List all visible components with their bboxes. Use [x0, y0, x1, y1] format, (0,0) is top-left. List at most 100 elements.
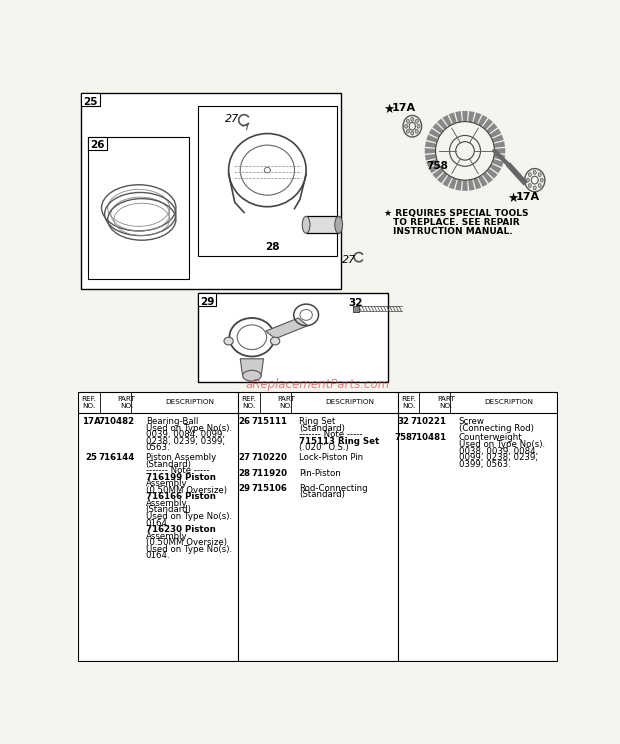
Text: Lock-Piston Pin: Lock-Piston Pin	[299, 453, 363, 462]
Text: (Standard): (Standard)	[299, 490, 345, 499]
Polygon shape	[241, 359, 264, 376]
Text: DESCRIPTION: DESCRIPTION	[166, 399, 215, 405]
Text: 0039, 0084, 0099,: 0039, 0084, 0099,	[146, 430, 224, 440]
Ellipse shape	[270, 337, 280, 345]
Bar	[198, 293, 216, 307]
Bar	[198, 106, 337, 257]
Bar	[81, 93, 341, 289]
Text: 26: 26	[238, 417, 250, 426]
Ellipse shape	[528, 184, 531, 187]
Polygon shape	[494, 148, 505, 154]
Text: 0238, 0239, 0399,: 0238, 0239, 0399,	[146, 437, 224, 446]
Text: 711920: 711920	[252, 469, 288, 478]
Polygon shape	[266, 318, 308, 339]
Text: PART
NO.: PART NO.	[117, 396, 135, 408]
Text: 715113 Ring Set: 715113 Ring Set	[299, 437, 379, 446]
Polygon shape	[468, 111, 475, 123]
Text: 716230 Piston: 716230 Piston	[146, 525, 216, 534]
Polygon shape	[425, 141, 436, 148]
Text: 0164.: 0164.	[146, 551, 170, 560]
Text: 0038, 0039, 0084,: 0038, 0039, 0084,	[459, 446, 538, 455]
Text: ------- Note -----: ------- Note -----	[299, 430, 363, 440]
Text: Assembly: Assembly	[146, 532, 187, 541]
Ellipse shape	[533, 170, 536, 174]
Ellipse shape	[533, 186, 536, 190]
Text: 758: 758	[395, 434, 413, 443]
Polygon shape	[437, 172, 448, 183]
Text: 26: 26	[91, 141, 105, 150]
Text: 716144: 716144	[98, 453, 135, 462]
Text: 715106: 715106	[252, 484, 288, 493]
Polygon shape	[473, 112, 481, 124]
Polygon shape	[494, 141, 505, 148]
Text: 710220: 710220	[252, 453, 288, 462]
Text: (0.50MM Oversize): (0.50MM Oversize)	[146, 486, 227, 495]
Bar	[78, 392, 557, 661]
Ellipse shape	[335, 217, 342, 234]
Text: 17A: 17A	[392, 103, 416, 113]
Text: Screw: Screw	[459, 417, 485, 426]
Text: Piston Assembly: Piston Assembly	[146, 453, 216, 462]
Text: 716166 Piston: 716166 Piston	[146, 493, 216, 501]
Text: 25: 25	[84, 97, 98, 106]
Ellipse shape	[526, 179, 529, 182]
Polygon shape	[443, 175, 452, 187]
Text: 27: 27	[342, 255, 356, 265]
Text: (Standard): (Standard)	[146, 505, 192, 514]
Ellipse shape	[410, 118, 414, 121]
Ellipse shape	[417, 124, 420, 128]
Polygon shape	[462, 111, 468, 122]
Text: 716199 Piston: 716199 Piston	[146, 472, 216, 482]
Polygon shape	[473, 178, 481, 190]
Text: 27: 27	[226, 114, 239, 124]
Text: (Standard): (Standard)	[299, 424, 345, 433]
Polygon shape	[425, 154, 436, 161]
Polygon shape	[492, 135, 503, 143]
Text: 758: 758	[427, 161, 448, 171]
Polygon shape	[443, 115, 452, 126]
Polygon shape	[429, 129, 441, 138]
Text: 0164.: 0164.	[146, 519, 170, 527]
Text: 32: 32	[348, 298, 363, 307]
Text: REF.
NO.: REF. NO.	[241, 396, 256, 408]
Text: Pin-Piston: Pin-Piston	[299, 469, 341, 478]
Text: 29: 29	[238, 484, 250, 493]
Text: 0399, 0563.: 0399, 0563.	[459, 460, 510, 469]
Polygon shape	[462, 180, 468, 190]
Polygon shape	[432, 123, 444, 134]
Polygon shape	[486, 168, 498, 179]
Text: (0.50MM Oversize): (0.50MM Oversize)	[146, 538, 227, 547]
Polygon shape	[494, 154, 505, 161]
Polygon shape	[468, 179, 475, 190]
Text: 710482: 710482	[98, 417, 135, 426]
Text: 28: 28	[265, 242, 280, 252]
Text: Bearing-Ball: Bearing-Ball	[146, 417, 198, 426]
Ellipse shape	[415, 129, 419, 133]
Ellipse shape	[406, 120, 409, 124]
Polygon shape	[425, 148, 436, 154]
Text: 710221: 710221	[410, 417, 446, 426]
Polygon shape	[489, 164, 501, 173]
Ellipse shape	[303, 217, 310, 234]
Text: DESCRIPTION: DESCRIPTION	[325, 399, 374, 405]
Polygon shape	[492, 159, 503, 167]
Ellipse shape	[528, 173, 531, 176]
Polygon shape	[455, 179, 462, 190]
Text: Used on Type No(s).: Used on Type No(s).	[146, 424, 232, 433]
Bar	[88, 137, 189, 280]
Polygon shape	[455, 111, 462, 123]
Text: 32: 32	[398, 417, 410, 426]
Text: (Standard): (Standard)	[146, 460, 192, 469]
Polygon shape	[449, 178, 457, 190]
Polygon shape	[427, 135, 438, 143]
Text: (.020" O.S.): (.020" O.S.)	[299, 443, 349, 452]
Ellipse shape	[242, 371, 261, 381]
Text: REF.
NO.: REF. NO.	[82, 396, 97, 408]
Text: 25: 25	[86, 453, 97, 462]
Text: Used on Type No(s).: Used on Type No(s).	[146, 545, 232, 554]
Text: 29: 29	[200, 297, 214, 307]
Polygon shape	[482, 118, 493, 130]
Text: INSTRUCTION MANUAL.: INSTRUCTION MANUAL.	[393, 227, 513, 236]
Text: Ring Set: Ring Set	[299, 417, 335, 426]
Text: Counterweight: Counterweight	[459, 434, 523, 443]
